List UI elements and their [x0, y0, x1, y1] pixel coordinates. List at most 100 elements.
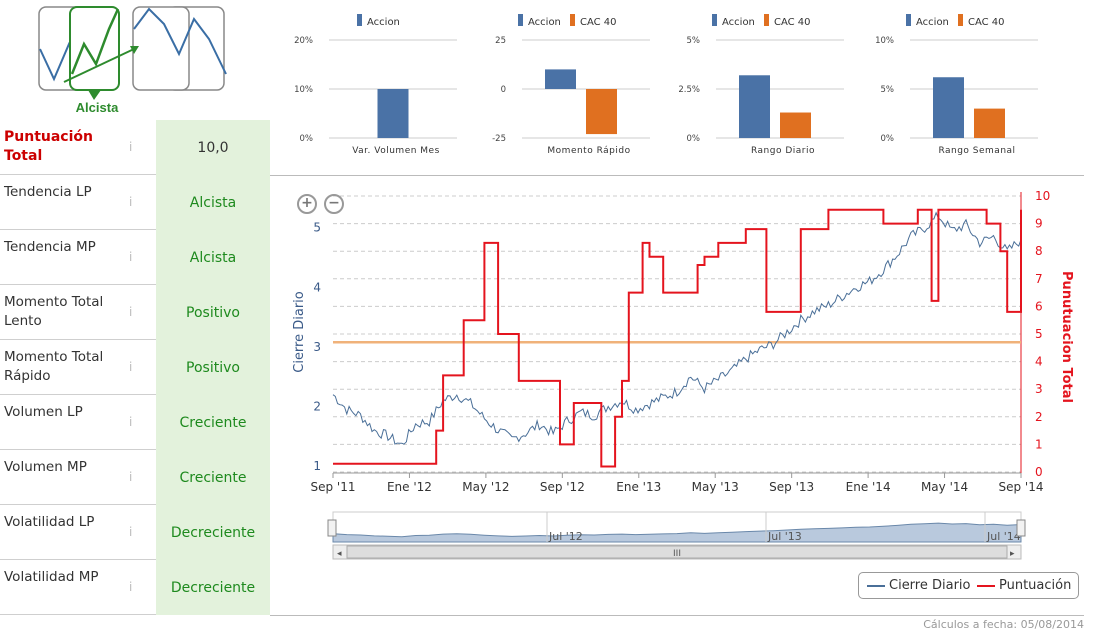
series-cierre-diario	[332, 211, 1022, 445]
x-tick-label: Sep '14	[999, 480, 1044, 494]
legend-item-puntuacion[interactable]: Puntuación	[977, 578, 1071, 593]
indicator-value: Positivo	[156, 340, 270, 395]
main-chart[interactable]: 0 1 2 3 4 5 6 7 8 9 10 1 2 3 4 5 Cierre Diario Punutuacio…	[285, 180, 1085, 570]
y-left-tick-label: 2	[313, 399, 321, 413]
indicator-label: Puntuación Total	[4, 129, 93, 164]
bar-accion	[377, 89, 409, 138]
y-tick-label: 0	[501, 85, 506, 95]
bar-cac-40	[586, 89, 617, 135]
navigator-handle-right	[1016, 519, 1026, 537]
bar-accion	[739, 75, 770, 138]
legend-label: Cierre Diario	[889, 578, 971, 593]
trend-label: Alcista	[75, 100, 119, 115]
zoom-out-icon[interactable]: −	[324, 194, 344, 214]
legend-label: Accion	[528, 17, 561, 28]
y-tick-label: 10%	[294, 85, 313, 95]
legend-label: Accion	[722, 17, 755, 28]
x-tick-label: Ene '13	[616, 480, 661, 494]
y-right-title: Punutuacion Total	[1059, 271, 1074, 403]
indicator-label: Tendencia MP	[4, 239, 96, 255]
indicator-row-momento-lento: Momento Total Lento i Positivo	[0, 285, 270, 340]
y-right-tick-label: 9	[1035, 217, 1043, 231]
legend-label: Accion	[916, 17, 949, 28]
legend-label: Puntuación	[999, 578, 1072, 593]
legend-swatch	[958, 14, 963, 26]
navigator-handle-left	[327, 519, 337, 537]
chart-title: Rango Diario	[751, 146, 815, 156]
bar-accion	[933, 77, 964, 138]
y-left-tick-label: 5	[313, 221, 321, 235]
navigator-series	[332, 522, 1022, 543]
y-right-tick-label: 8	[1035, 244, 1043, 258]
scrollbar-grip: III	[673, 549, 681, 559]
divider	[270, 175, 1084, 176]
navigator-label: Jul '12	[548, 530, 583, 543]
indicator-label: Volatilidad MP	[4, 569, 99, 585]
series-puntuacion	[333, 208, 1022, 468]
info-icon[interactable]: i	[129, 140, 133, 154]
indicator-value: 10,0	[156, 120, 270, 175]
indicator-label: Volumen MP	[4, 459, 87, 475]
x-tick-label: Sep '13	[769, 480, 814, 494]
info-icon[interactable]: i	[129, 195, 133, 209]
y-tick-label: 5%	[881, 85, 895, 95]
legend-label: CAC 40	[774, 17, 811, 28]
legend-swatch	[977, 584, 995, 587]
zoom-in-icon[interactable]: +	[297, 194, 317, 214]
y-tick-label: 25	[495, 36, 506, 46]
chart-title: Var. Volumen Mes	[352, 146, 440, 156]
divider	[270, 615, 1084, 616]
indicator-value: Decreciente	[156, 505, 270, 560]
indicator-label: Momento Total Lento	[4, 294, 104, 329]
legend-label: CAC 40	[580, 17, 617, 28]
info-icon[interactable]: i	[129, 360, 133, 374]
x-tick-label: Ene '12	[387, 480, 432, 494]
indicator-row-volatilidad-lp: Volatilidad LP i Decreciente	[0, 505, 270, 560]
mini-chart-rango-semanal: Accion CAC 40 10% 5% 0% Rango Semanal	[875, 14, 1038, 156]
y-right-tick-label: 5	[1035, 327, 1043, 341]
trend-icon	[38, 6, 227, 100]
legend-swatch	[570, 14, 575, 26]
mini-chart-rango-diario: Accion CAC 40 5% 2.5% 0% Rango Diario	[678, 14, 844, 156]
legend-swatch	[712, 14, 717, 26]
y-tick-label: 5%	[687, 36, 701, 46]
info-icon[interactable]: i	[129, 525, 133, 539]
calculation-date: Cálculos a fecha: 05/08/2014	[923, 618, 1084, 631]
legend-swatch	[518, 14, 523, 26]
indicator-row-volumen-mp: Volumen MP i Creciente	[0, 450, 270, 505]
y-left-tick-label: 3	[313, 340, 321, 354]
info-icon[interactable]: i	[129, 250, 133, 264]
chart-title: Rango Semanal	[938, 146, 1015, 156]
info-icon[interactable]: i	[129, 305, 133, 319]
chart-legend: Cierre Diario Puntuación	[858, 572, 1079, 599]
legend-swatch	[906, 14, 911, 26]
legend-swatch	[764, 14, 769, 26]
bar-cac-40	[974, 108, 1005, 138]
mini-chart-var-volumen: Accion 20% 10% 0% Var. Volumen Mes	[294, 14, 457, 156]
legend-item-cierre[interactable]: Cierre Diario	[867, 578, 971, 593]
y-tick-label: 10%	[875, 36, 894, 46]
indicator-value: Alcista	[156, 230, 270, 285]
indicator-label: Tendencia LP	[4, 184, 92, 200]
navigator-label: Jul '14	[986, 530, 1021, 543]
x-tick-label: Sep '12	[540, 480, 585, 494]
navigator-label: Jul '13	[767, 530, 802, 543]
info-icon[interactable]: i	[129, 470, 133, 484]
y-right-tick-label: 0	[1035, 465, 1043, 479]
y-tick-label: -25	[492, 134, 506, 144]
info-icon[interactable]: i	[129, 580, 133, 594]
info-icon[interactable]: i	[129, 415, 133, 429]
legend-label: CAC 40	[968, 17, 1005, 28]
indicator-label: Volatilidad LP	[4, 514, 95, 530]
bar-cac-40	[780, 112, 811, 138]
x-tick-label: May '12	[462, 480, 509, 494]
indicator-value: Alcista	[156, 175, 270, 230]
indicator-row-tendencia-mp: Tendencia MP i Alcista	[0, 230, 270, 285]
y-right-tick-label: 10	[1035, 189, 1050, 203]
mini-chart-momento-rapido: Accion CAC 40 25 0 -25 Momento Rápido	[492, 14, 650, 156]
y-tick-label: 0%	[881, 134, 895, 144]
x-tick-label: May '14	[921, 480, 968, 494]
indicator-label: Volumen LP	[4, 404, 83, 420]
indicator-row-tendencia-lp: Tendencia LP i Alcista	[0, 175, 270, 230]
